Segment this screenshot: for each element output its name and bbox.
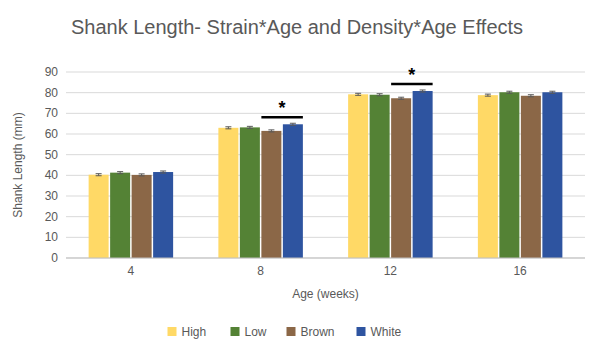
error-cap (160, 173, 166, 174)
bar (391, 98, 411, 258)
bar (478, 95, 498, 258)
x-tick-label: 16 (513, 264, 527, 278)
y-tick-label: 30 (45, 189, 59, 203)
grid-line (66, 258, 585, 259)
bar (132, 175, 152, 258)
error-bar (139, 174, 145, 176)
legend-swatch (357, 327, 366, 336)
error-cap (420, 92, 426, 93)
error-cap (377, 95, 383, 96)
error-cap (549, 91, 555, 92)
y-tick-label: 50 (45, 148, 59, 162)
error-bar (96, 174, 102, 176)
y-tick-label: 90 (45, 65, 59, 79)
legend-swatch (231, 327, 240, 336)
y-axis-label: Shank Length (mm) (11, 112, 25, 217)
error-cap (355, 93, 361, 94)
error-cap (96, 175, 102, 176)
bar (153, 172, 173, 258)
error-bar (355, 93, 361, 95)
error-cap (290, 125, 296, 126)
error-bar (398, 97, 404, 99)
chart: Shank Length- Strain*Age and Density*Age… (0, 0, 594, 359)
legend-swatch (287, 327, 296, 336)
error-cap (225, 128, 231, 129)
error-bar (485, 94, 491, 96)
error-cap (117, 173, 123, 174)
bar (370, 95, 390, 258)
x-axis-label: Age (weeks) (292, 287, 359, 301)
legend-label: Brown (301, 325, 335, 339)
error-cap (506, 91, 512, 92)
error-cap (485, 96, 491, 97)
error-bar (506, 91, 512, 93)
bar (521, 96, 541, 258)
bar (261, 131, 281, 258)
y-tick-label: 80 (45, 86, 59, 100)
annotation: * (279, 98, 286, 118)
error-cap (139, 173, 145, 174)
background (0, 0, 594, 359)
error-cap (528, 94, 534, 95)
bar (110, 173, 130, 258)
legend-swatch (168, 327, 177, 336)
title: Shank Length- Strain*Age and Density*Age… (71, 16, 523, 38)
error-cap (290, 123, 296, 124)
plot-area (89, 90, 563, 258)
legend-label: High (182, 325, 207, 339)
x-tick-label: 4 (128, 264, 135, 278)
error-cap (506, 93, 512, 94)
legend-label: White (371, 325, 402, 339)
bar (283, 124, 303, 258)
grid-line (66, 72, 585, 73)
error-bar (528, 95, 534, 97)
error-bar (160, 171, 166, 173)
error-cap (398, 97, 404, 98)
bar (218, 128, 238, 258)
error-cap (398, 99, 404, 100)
error-cap (268, 131, 274, 132)
error-cap (247, 126, 253, 127)
error-cap (485, 94, 491, 95)
error-cap (377, 93, 383, 94)
y-tick-label: 20 (45, 210, 59, 224)
error-bar (290, 123, 296, 125)
legend-label: Low (245, 325, 267, 339)
y-tick-label: 0 (51, 251, 58, 265)
y-tick-label: 40 (45, 168, 59, 182)
x-tick-label: 12 (384, 264, 398, 278)
bar (240, 127, 260, 258)
error-bar (268, 130, 274, 132)
error-cap (268, 129, 274, 130)
bar (348, 94, 368, 258)
error-cap (160, 170, 166, 171)
error-bar (377, 94, 383, 96)
error-bar (225, 127, 231, 129)
annotation: * (408, 65, 415, 85)
y-tick-label: 60 (45, 127, 59, 141)
error-cap (139, 175, 145, 176)
error-cap (117, 171, 123, 172)
error-bar (420, 90, 426, 92)
error-cap (96, 173, 102, 174)
x-tick-label: 8 (257, 264, 264, 278)
bar (413, 91, 433, 258)
error-bar (247, 126, 253, 128)
error-cap (225, 126, 231, 127)
error-cap (528, 96, 534, 97)
y-tick-label: 10 (45, 230, 59, 244)
x-axis (66, 258, 585, 259)
error-bar (117, 172, 123, 174)
error-cap (247, 128, 253, 129)
error-bar (549, 91, 555, 93)
error-cap (549, 93, 555, 94)
bar (499, 92, 519, 258)
y-tick-label: 70 (45, 106, 59, 120)
bar (89, 175, 109, 258)
error-cap (355, 95, 361, 96)
bar (542, 92, 562, 258)
error-cap (420, 89, 426, 90)
